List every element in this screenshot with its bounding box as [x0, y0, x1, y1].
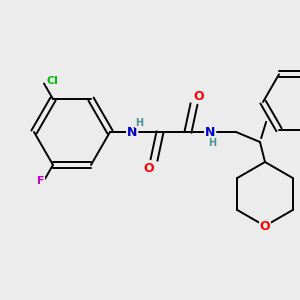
Text: H: H — [208, 138, 216, 148]
Text: O: O — [194, 89, 204, 103]
Text: Cl: Cl — [46, 76, 58, 85]
Text: O: O — [260, 220, 270, 232]
Text: N: N — [205, 125, 215, 139]
Text: H: H — [135, 118, 143, 128]
Text: N: N — [127, 125, 137, 139]
Text: O: O — [144, 161, 154, 175]
Text: F: F — [37, 176, 45, 186]
